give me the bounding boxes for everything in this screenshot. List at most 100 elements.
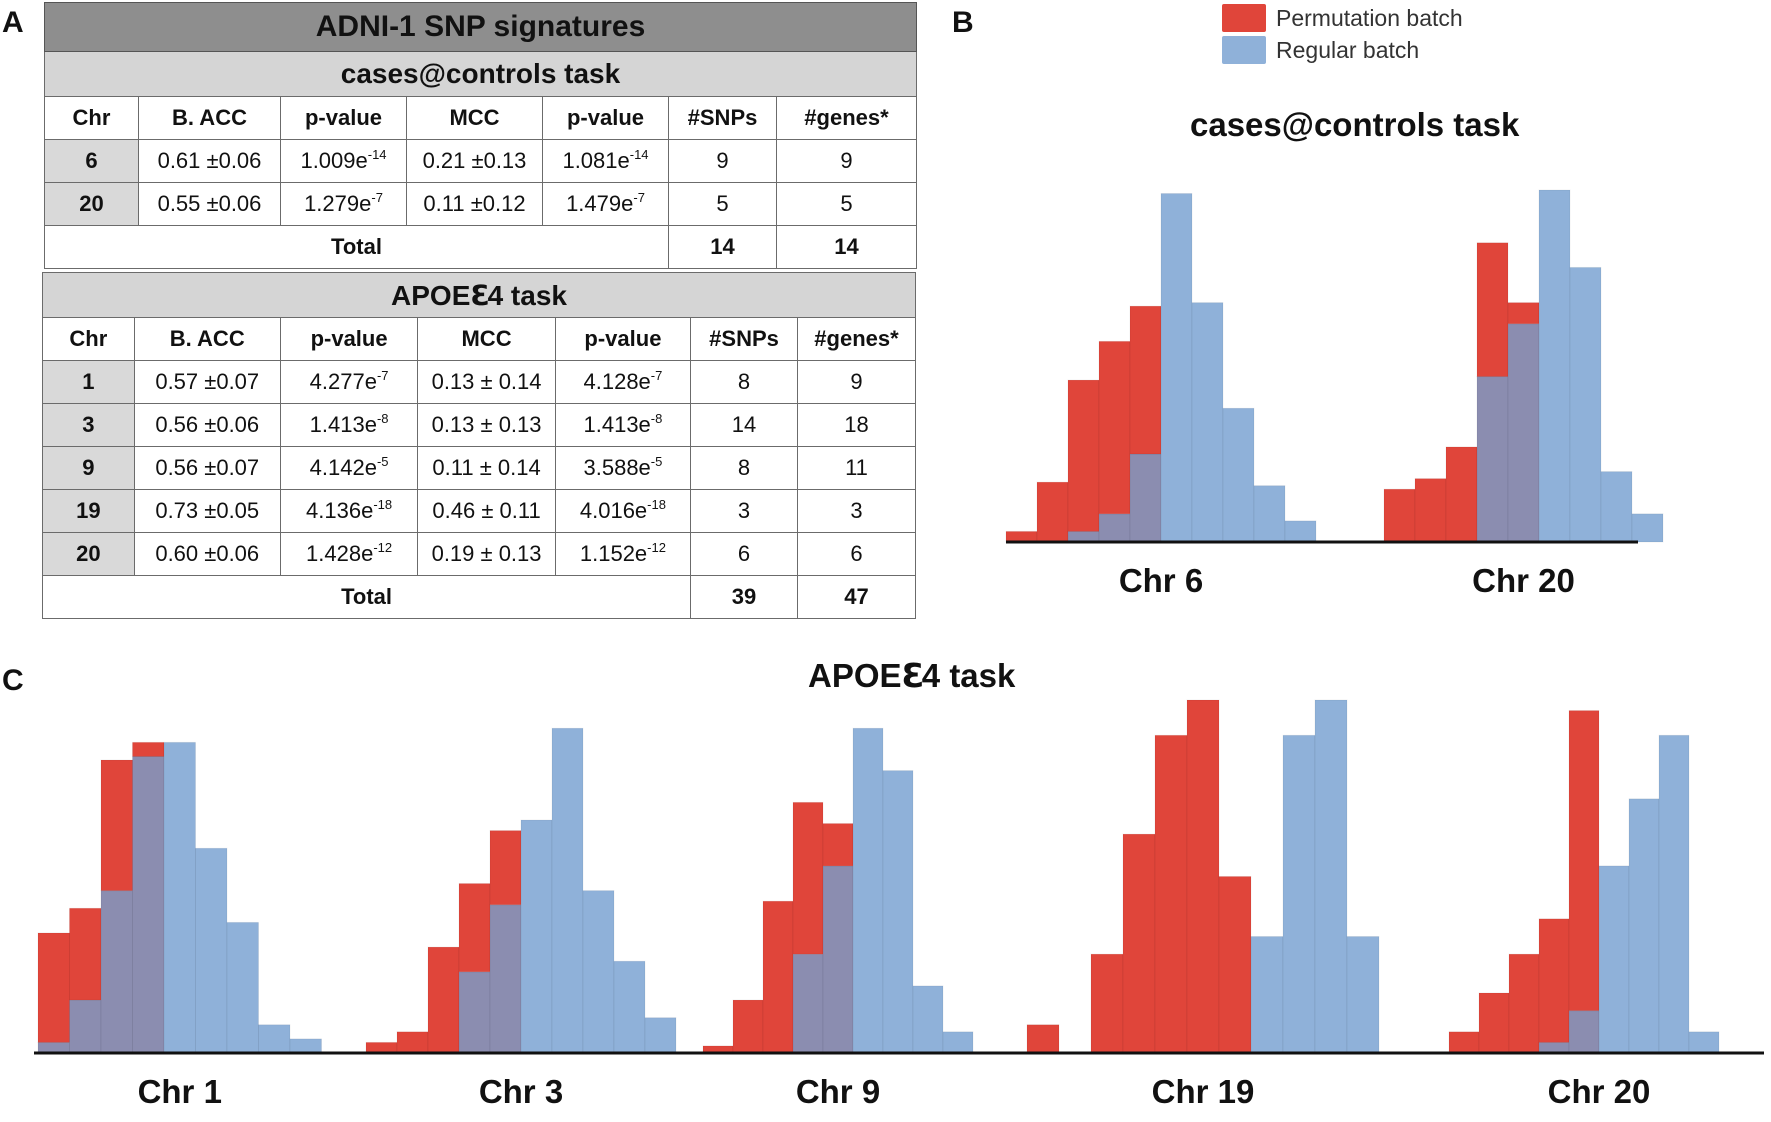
pvalue-mantissa: 1.428e [306, 541, 374, 566]
cell-snps: 6 [690, 532, 798, 576]
bar-overlap [822, 865, 854, 1054]
cell-snps: 8 [690, 446, 798, 490]
pvalue-exponent: -12 [373, 540, 393, 555]
bar-overlap [1067, 530, 1100, 543]
bar-permutation [792, 801, 824, 955]
bar-regular [520, 819, 553, 1054]
cell-pvalue-bacc: 4.136e-18 [279, 489, 419, 533]
bar-permutation [1448, 1031, 1480, 1054]
legend-item-regular: Regular batch [1222, 34, 1463, 66]
pvalue-exponent: -18 [373, 497, 393, 512]
table-task-title: APOEℇ4 task [42, 272, 916, 318]
bar-permutation [458, 883, 491, 973]
bar-permutation [1122, 833, 1156, 1054]
legend-label-regular: Regular batch [1276, 36, 1420, 63]
pvalue-mantissa: 1.413e [583, 412, 651, 437]
x-label-chr-9: Chr 9 [796, 1073, 880, 1110]
pvalue-mantissa: 4.128e [583, 369, 651, 394]
cell-bacc: 0.56 ±0.06 [133, 403, 281, 447]
bar-permutation [1036, 481, 1069, 543]
bar-overlap [1507, 323, 1540, 543]
table-row: 1 0.57 ±0.07 4.277e-7 0.13 ± 0.14 4.128e-7 8 9 [42, 360, 916, 404]
bar-overlap [1129, 453, 1162, 543]
pvalue-exponent: -7 [633, 190, 645, 205]
cell-bacc: 0.56 ±0.07 [133, 446, 281, 490]
bar-overlap [100, 890, 133, 1054]
pvalue-mantissa: 4.136e [306, 498, 374, 523]
legend-swatch-permutation [1222, 4, 1266, 32]
cell-pvalue-bacc: 1.413e-8 [279, 403, 419, 447]
bar-overlap [1476, 376, 1509, 543]
bar-permutation [1026, 1024, 1060, 1054]
legend-item-permutation: Permutation batch [1222, 2, 1463, 34]
pvalue-mantissa: 1.479e [566, 191, 634, 216]
bar-overlap [458, 971, 491, 1054]
bar-permutation [1445, 446, 1478, 543]
pvalue-mantissa: 1.152e [579, 541, 648, 566]
bar-regular [195, 847, 228, 1054]
total-genes: 47 [797, 575, 916, 619]
panel-label-b: B [952, 6, 974, 39]
pvalue-exponent: -7 [650, 368, 663, 383]
bar-permutation [489, 830, 522, 906]
pvalue-exponent: -8 [376, 411, 389, 426]
x-label-chr-6: Chr 6 [1119, 562, 1203, 599]
bar-permutation [1067, 379, 1100, 532]
cell-bacc: 0.60 ±0.06 [133, 532, 281, 576]
bar-permutation [1538, 918, 1570, 1043]
bar-permutation [100, 759, 133, 892]
col-header-mcc: MCC [406, 96, 543, 140]
col-header-bacc: B. ACC [138, 96, 281, 140]
bar-permutation [69, 907, 102, 1001]
cell-pvalue-bacc: 1.009e-14 [280, 139, 407, 183]
col-header-chr: Chr [44, 96, 139, 140]
cell-pvalue-bacc: 4.142e-5 [279, 446, 419, 490]
pvalue-exponent: -7 [371, 190, 383, 205]
bar-regular [1688, 1031, 1720, 1054]
cell-chr: 6 [44, 139, 139, 183]
cell-chr: 9 [42, 446, 135, 490]
bar-regular [582, 890, 615, 1054]
total-label: Total [41, 575, 692, 619]
bar-regular [942, 1031, 974, 1054]
bar-regular [1250, 936, 1284, 1054]
cell-chr: 3 [42, 403, 135, 447]
bar-permutation [1414, 478, 1447, 543]
cell-mcc: 0.46 ± 0.11 [417, 489, 556, 533]
cell-bacc: 0.73 ±0.05 [133, 489, 281, 533]
pvalue-mantissa: 4.016e [579, 498, 648, 523]
bar-regular [1346, 936, 1380, 1054]
bar-regular [163, 741, 196, 1054]
legend-swatch-regular [1222, 36, 1266, 64]
chart-title-apoe: APOEℇ4 task [808, 657, 1016, 694]
pvalue-mantissa: 1.009e [300, 148, 368, 173]
cell-genes: 6 [797, 532, 916, 576]
cell-genes: 18 [797, 403, 916, 447]
col-header-snps: #SNPs [668, 96, 777, 140]
bar-permutation [822, 823, 854, 867]
panel-label-c: C [2, 664, 24, 697]
bar-regular [912, 985, 944, 1054]
table-row: 9 0.56 ±0.07 4.142e-5 0.11 ± 0.14 3.588e-5 8 1… [42, 446, 916, 490]
pvalue-mantissa: 4.142e [309, 455, 377, 480]
bar-overlap [1568, 1010, 1600, 1054]
table-row: 3 0.56 ±0.06 1.413e-8 0.13 ± 0.13 1.413e-8 14… [42, 403, 916, 447]
table-title: ADNI-1 SNP signatures [44, 2, 917, 52]
bar-overlap [1538, 1041, 1570, 1054]
cell-chr: 20 [42, 532, 135, 576]
bar-permutation [1129, 305, 1162, 455]
bar-regular [289, 1038, 322, 1054]
bar-permutation [1186, 699, 1220, 1054]
bar-permutation [732, 999, 764, 1054]
bar-regular [1191, 302, 1224, 543]
col-header-genes: #genes* [797, 317, 916, 361]
bar-regular [1222, 407, 1255, 543]
bar-permutation [396, 1031, 429, 1054]
bar-permutation [1568, 710, 1600, 1012]
pvalue-exponent: -5 [650, 454, 663, 469]
cell-snps: 3 [690, 489, 798, 533]
cases-controls-table: ADNI-1 SNP signatures cases@controls tas… [44, 2, 917, 269]
total-genes: 14 [776, 225, 917, 269]
bar-regular [1598, 865, 1630, 1054]
bar-regular [258, 1024, 291, 1054]
